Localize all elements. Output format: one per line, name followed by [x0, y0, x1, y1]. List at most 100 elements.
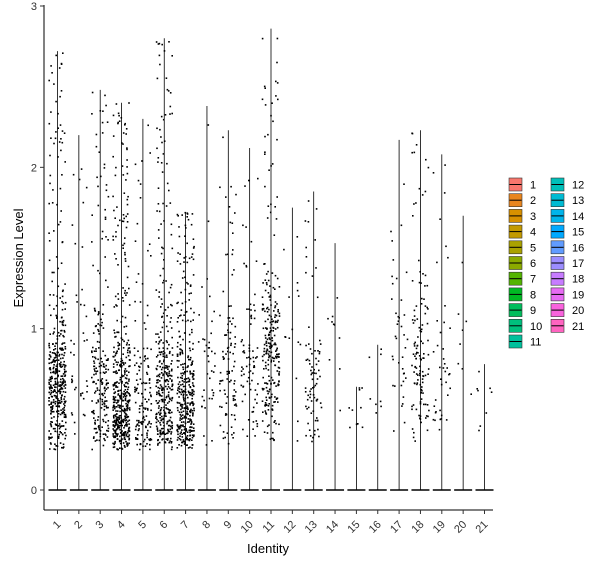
data-point — [104, 216, 107, 219]
data-point — [265, 404, 268, 406]
legend-item-9: 9 — [508, 303, 536, 317]
data-point — [176, 392, 179, 395]
data-point — [413, 315, 416, 317]
data-point — [171, 379, 173, 381]
data-point — [167, 375, 169, 378]
data-point — [58, 425, 60, 427]
data-point — [97, 400, 100, 403]
data-point — [161, 246, 163, 249]
data-point — [125, 433, 128, 435]
data-point — [189, 410, 192, 412]
data-point — [267, 409, 270, 411]
data-point — [268, 308, 270, 311]
data-point — [424, 374, 427, 377]
data-point — [117, 393, 120, 395]
data-point — [122, 214, 125, 216]
data-point — [436, 261, 438, 264]
data-point — [191, 434, 194, 436]
legend-label: 11 — [530, 337, 541, 349]
data-point — [402, 380, 405, 383]
data-point — [99, 272, 101, 275]
data-point — [270, 361, 272, 363]
data-point — [183, 381, 185, 383]
data-point — [187, 356, 189, 359]
data-point — [264, 310, 266, 313]
data-point — [166, 366, 169, 369]
data-point — [169, 440, 171, 442]
data-point — [252, 406, 255, 409]
data-point — [124, 362, 127, 364]
data-point — [183, 443, 186, 445]
data-point — [50, 377, 53, 380]
data-point — [307, 221, 310, 223]
data-point — [97, 311, 100, 313]
data-point — [189, 434, 191, 437]
y-tick-label: 3 — [31, 1, 37, 13]
data-point — [116, 350, 118, 352]
data-point — [115, 235, 117, 238]
data-point — [74, 242, 77, 245]
data-point — [269, 347, 271, 349]
data-point — [64, 366, 66, 368]
data-point — [162, 430, 165, 433]
data-point — [114, 436, 117, 439]
data-point — [118, 369, 121, 371]
data-point — [235, 403, 237, 405]
data-point — [184, 320, 187, 323]
data-point — [400, 384, 403, 387]
data-point — [333, 324, 336, 326]
data-point — [212, 394, 215, 397]
data-point — [93, 417, 95, 419]
data-point — [126, 443, 128, 445]
data-point — [156, 375, 158, 378]
data-point — [124, 371, 126, 373]
data-point — [128, 426, 131, 429]
legend-item-12: 12 — [550, 177, 584, 192]
data-point — [124, 260, 127, 262]
data-point — [176, 447, 179, 449]
data-point — [171, 112, 173, 115]
data-point — [160, 351, 162, 354]
data-point — [185, 412, 188, 415]
data-point — [427, 373, 429, 375]
data-point — [146, 373, 149, 375]
data-point — [57, 398, 59, 400]
data-point — [73, 343, 75, 345]
data-point — [138, 419, 140, 422]
data-point — [114, 419, 116, 422]
data-point — [189, 411, 192, 414]
data-point — [102, 327, 105, 329]
data-point — [186, 435, 189, 437]
data-point — [271, 337, 273, 339]
data-point — [162, 421, 165, 423]
data-point — [227, 350, 229, 353]
data-point — [192, 413, 194, 415]
data-point — [189, 402, 191, 405]
data-point — [231, 323, 233, 325]
data-point — [137, 179, 140, 182]
data-point — [97, 328, 99, 331]
data-point — [254, 309, 256, 312]
data-point — [82, 332, 85, 334]
data-point — [395, 337, 398, 340]
data-point — [158, 361, 161, 363]
data-point — [93, 373, 95, 376]
data-point — [190, 423, 192, 425]
legend-label: 13 — [572, 195, 584, 207]
data-point — [50, 443, 52, 445]
data-point — [188, 333, 191, 336]
data-point — [51, 375, 53, 378]
data-point — [126, 425, 128, 427]
data-point — [61, 347, 64, 350]
data-point — [432, 418, 435, 421]
data-point — [191, 430, 193, 432]
x-tick-label: 1 — [51, 519, 64, 532]
data-point — [252, 372, 254, 375]
data-point — [256, 402, 258, 404]
data-point — [86, 391, 88, 393]
data-point — [436, 320, 438, 322]
data-point — [103, 372, 106, 374]
data-point — [405, 271, 408, 274]
data-point — [60, 396, 62, 399]
data-point — [116, 434, 119, 436]
